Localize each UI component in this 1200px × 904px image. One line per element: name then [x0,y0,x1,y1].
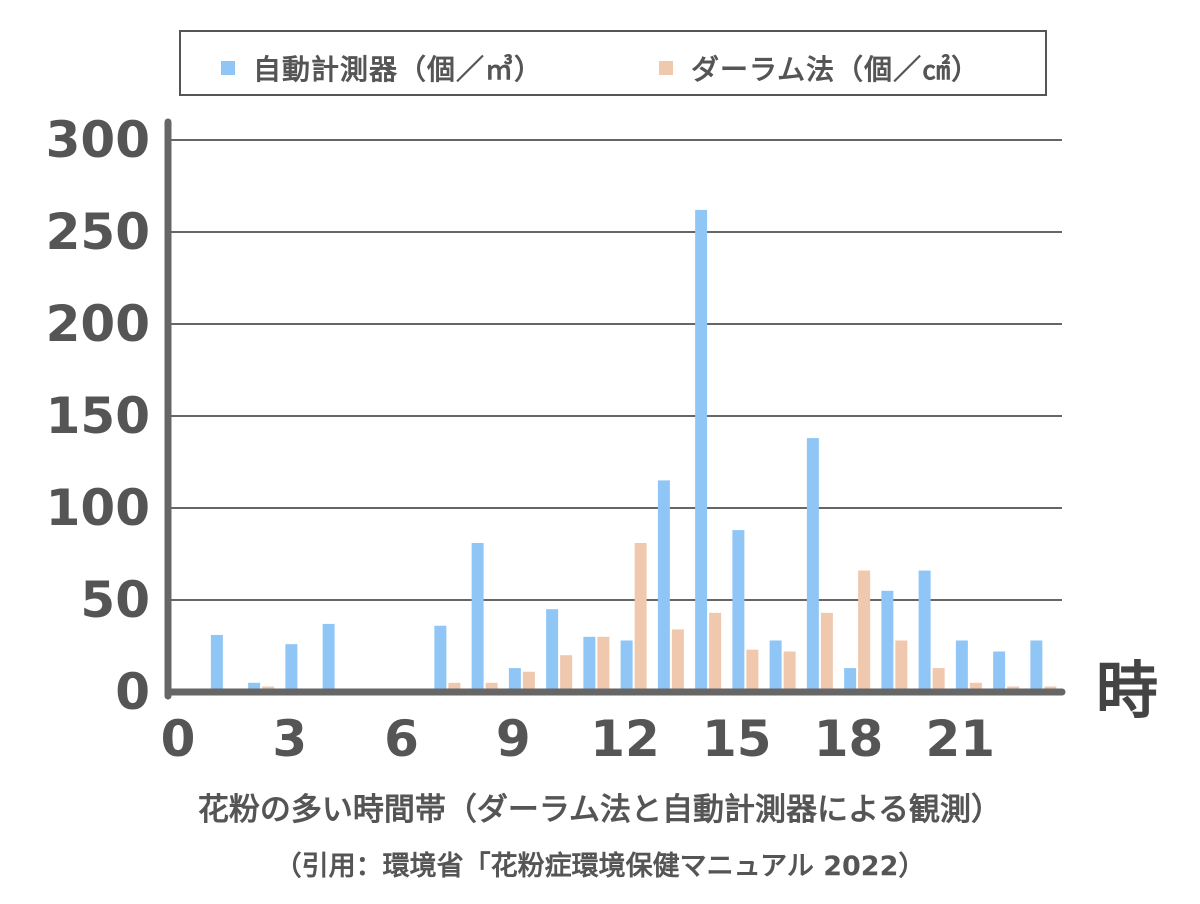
y-tick-labels: 0 50 100 150 200 250 300 [46,111,150,721]
x-tick-labels: 0 3 6 9 12 15 18 21 [161,710,995,768]
bar-automatic [210,634,223,692]
y-tick-label: 150 [46,387,150,445]
x-tick-label: 21 [925,710,995,768]
bar-automatic [769,640,782,692]
y-tick-label: 50 [80,571,150,629]
bar-automatic [1030,640,1043,692]
bar-automatic [732,530,745,692]
bar-automatic [546,609,559,692]
bar-durham [634,542,647,692]
bar-durham [597,636,610,692]
bar-automatic [471,542,484,692]
x-tick-label: 12 [590,710,660,768]
x-tick-label: 18 [814,710,884,768]
bar-automatic [285,644,298,692]
y-tick-label: 200 [46,295,150,353]
bar-automatic [322,623,335,692]
bar-automatic [508,668,521,692]
y-tick-label: 100 [46,479,150,537]
bar-automatic [881,590,894,692]
bar-durham [560,655,573,692]
bar-durham [969,682,982,692]
x-tick-label: 15 [702,710,772,768]
bar-durham [448,682,461,692]
bar-automatic [695,209,708,693]
legend-swatch-automatic [221,61,235,75]
y-tick-label: 300 [46,111,150,169]
source-citation: （引用：環境省「花粉症環境保健マニュアル 2022） [274,851,926,882]
x-axis-unit-label: 時 [1096,654,1158,727]
bar-automatic [583,636,596,692]
x-tick-label: 6 [384,710,419,768]
bar-durham [485,682,498,692]
legend-label-automatic: 自動計測器（個／㎥） [253,53,544,86]
bar-durham [932,668,945,692]
bar-durham [820,612,833,692]
bar-durham [671,629,684,692]
legend-label-durham: ダーラム法（個／㎠） [691,53,981,86]
y-tick-label: 250 [46,203,150,261]
bar-durham [783,651,796,692]
axes [164,118,1066,700]
bar-automatic [657,480,670,692]
chart-caption: 花粉の多い時間帯（ダーラム法と自動計測器による観測） [197,792,1003,828]
legend: 自動計測器（個／㎥） ダーラム法（個／㎠） [179,30,1047,96]
bar-durham [895,640,908,692]
bar-automatic [993,651,1006,692]
y-tick-label: 0 [115,663,150,721]
bar-automatic [955,640,968,692]
bar-automatic [844,668,857,692]
bar-automatic [918,570,931,692]
bar-automatic [806,438,819,692]
bar-durham [709,612,722,692]
bars [210,209,1057,693]
bar-automatic [434,625,447,692]
legend-item-durham: ダーラム法（個／㎠） [659,48,980,88]
bar-durham [858,570,871,692]
grid-lines [168,139,1062,601]
bar-durham [522,671,535,692]
legend-item-automatic: 自動計測器（個／㎥） [221,48,543,88]
legend-swatch-durham [659,61,673,75]
bar-durham [746,649,759,692]
x-tick-label: 0 [161,710,196,768]
bar-automatic [248,682,261,692]
x-tick-label: 3 [272,710,307,768]
bar-automatic [620,640,633,692]
x-tick-label: 9 [496,710,531,768]
